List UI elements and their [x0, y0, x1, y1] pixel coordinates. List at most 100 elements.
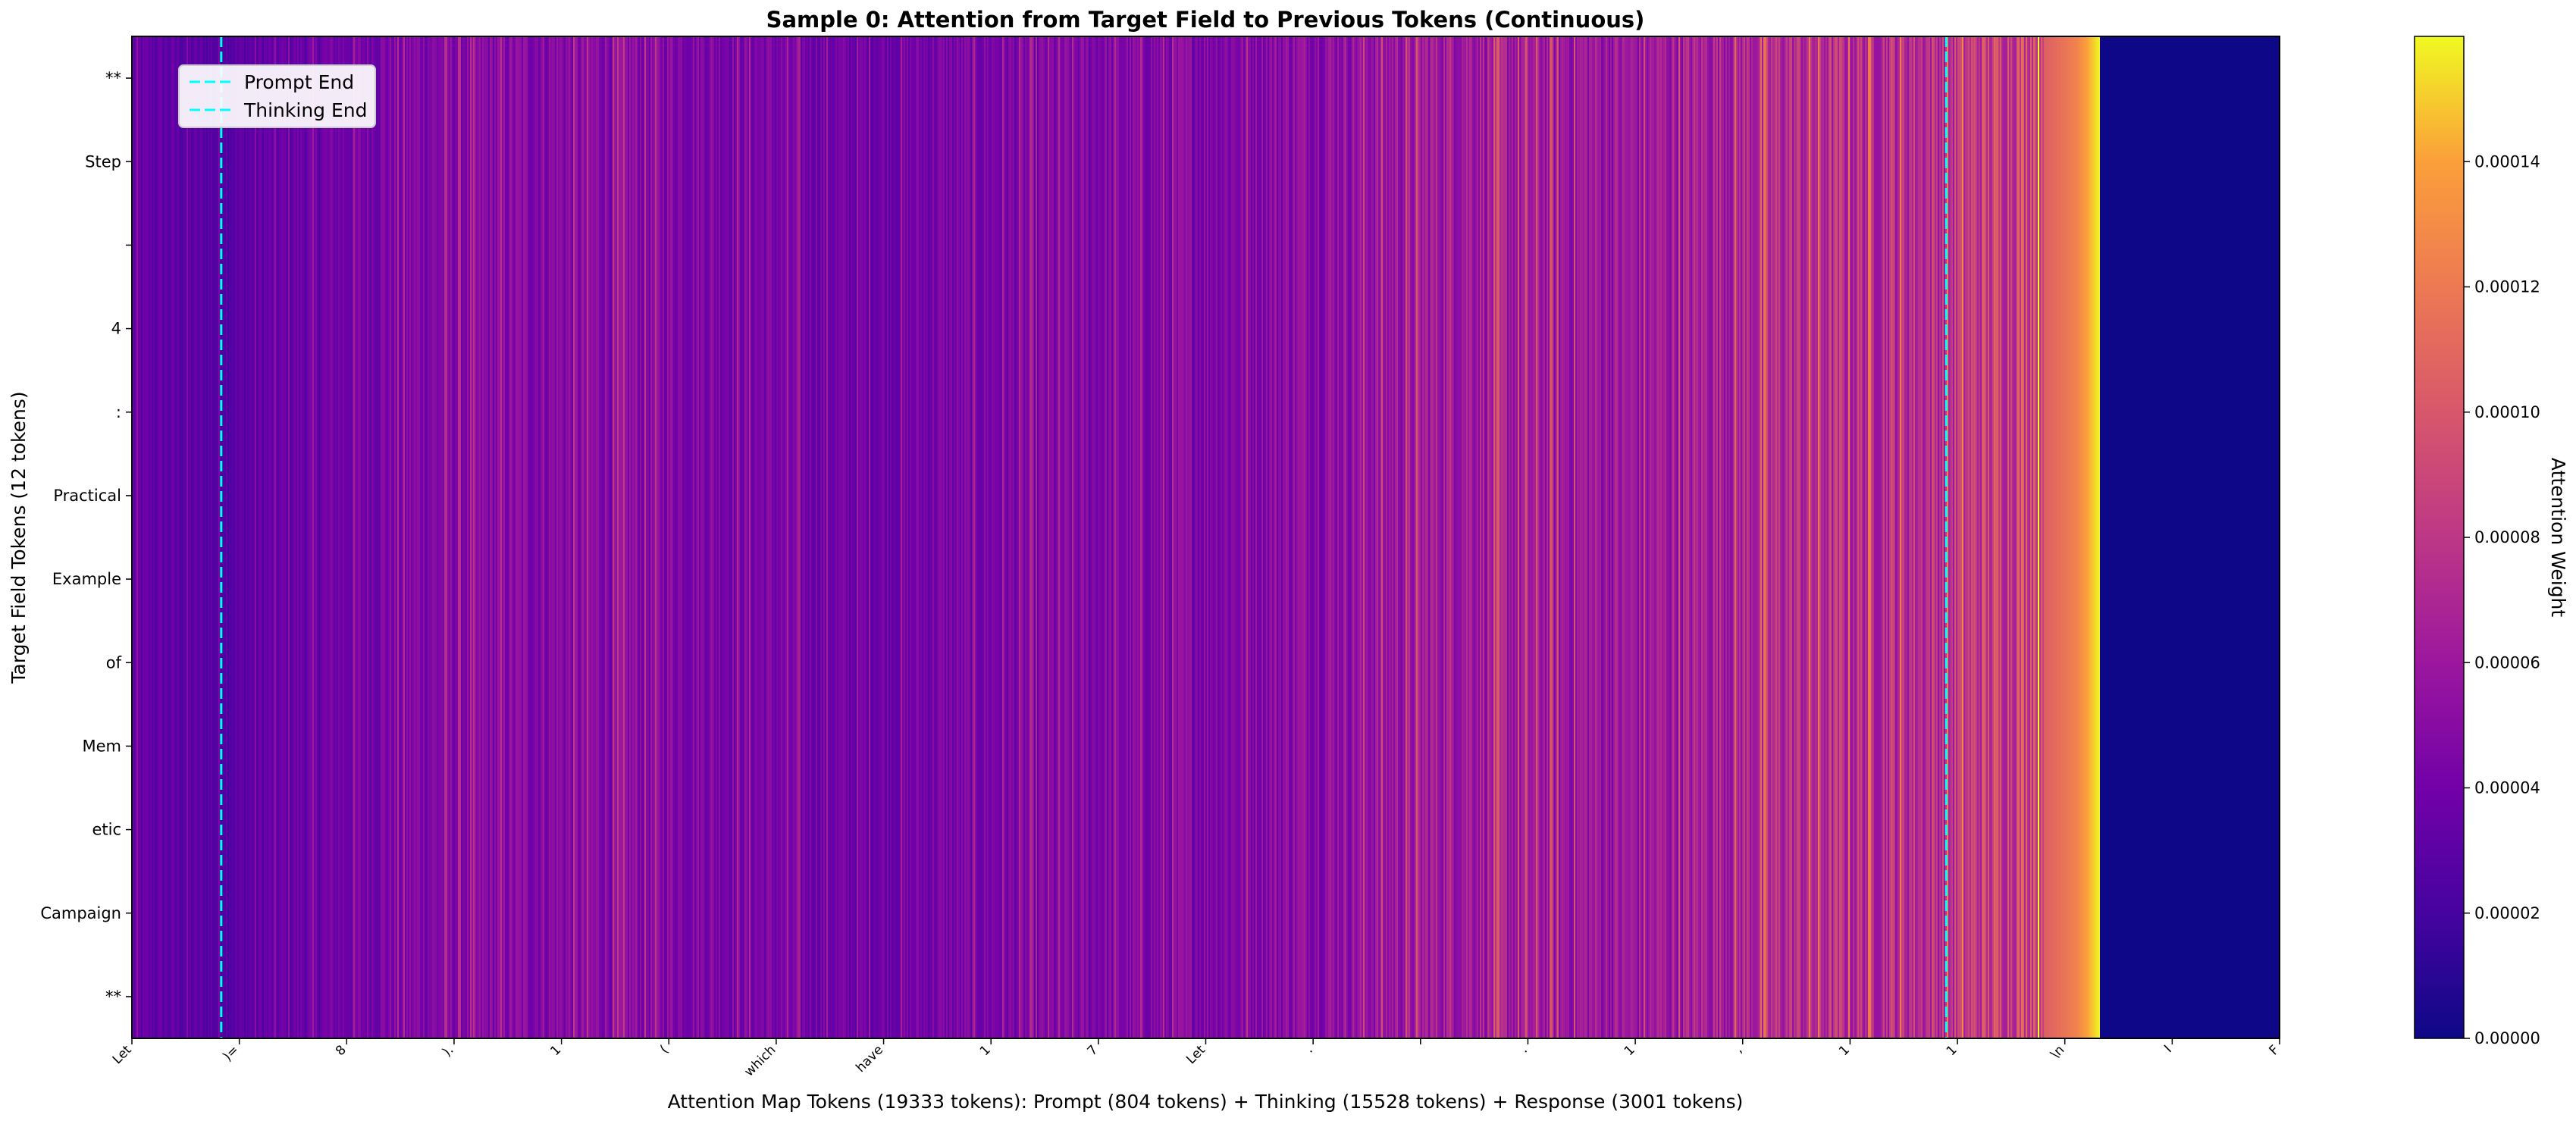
heat-column — [1889, 36, 1891, 1038]
heat-column — [1559, 36, 1561, 1038]
heat-column — [1912, 36, 1914, 1038]
heat-column — [923, 36, 926, 1038]
heat-column — [284, 36, 286, 1038]
heat-column — [256, 36, 259, 1038]
heat-column — [2217, 36, 2219, 1038]
heat-column — [823, 36, 826, 1038]
heat-column — [1592, 36, 1594, 1038]
heat-column — [644, 36, 647, 1038]
heat-column — [1107, 36, 1109, 1038]
heat-column — [1042, 36, 1044, 1038]
heat-column — [892, 36, 894, 1038]
heat-column — [1534, 36, 1537, 1038]
heat-column — [2188, 36, 2190, 1038]
heat-column — [403, 36, 406, 1038]
heat-column — [1997, 36, 1999, 1038]
heat-column — [1959, 36, 1961, 1038]
heat-column — [966, 36, 968, 1038]
heat-column — [2229, 36, 2231, 1038]
heat-column — [794, 36, 797, 1038]
heat-column — [2194, 36, 2196, 1038]
heat-column — [1618, 36, 1620, 1038]
heat-column — [1137, 36, 1139, 1038]
heat-column — [1475, 36, 1478, 1038]
heat-column — [1765, 36, 1767, 1038]
heat-column — [1155, 36, 1158, 1038]
heat-column — [1947, 36, 1949, 1038]
heat-column — [1377, 36, 1379, 1038]
heat-column — [2245, 36, 2248, 1038]
heat-column — [737, 36, 739, 1038]
heat-column — [976, 36, 979, 1038]
heat-column — [393, 36, 395, 1038]
heat-column — [2074, 36, 2076, 1038]
heat-column — [1245, 36, 1247, 1038]
heat-column — [2086, 36, 2089, 1038]
heat-column — [177, 36, 180, 1038]
heat-column — [975, 36, 977, 1038]
heat-column — [291, 36, 293, 1038]
heat-column — [887, 36, 889, 1038]
heat-column — [432, 36, 434, 1038]
heat-column — [2239, 36, 2242, 1038]
heat-column — [1416, 36, 1418, 1038]
heat-column — [250, 36, 252, 1038]
heat-column — [270, 36, 272, 1038]
heat-column — [1757, 36, 1760, 1038]
heat-column — [2123, 36, 2125, 1038]
heat-column — [1862, 36, 1864, 1038]
heat-column — [1806, 36, 1808, 1038]
heat-column — [2100, 36, 2102, 1038]
heat-column — [535, 36, 537, 1038]
heat-column — [1239, 36, 1241, 1038]
heat-column — [1845, 36, 1847, 1038]
heat-column — [1539, 36, 1541, 1038]
heat-column — [1496, 36, 1499, 1038]
heat-column — [649, 36, 651, 1038]
heat-column — [1036, 36, 1038, 1038]
heat-column — [1977, 36, 1979, 1038]
heat-column — [1439, 36, 1441, 1038]
heat-column — [872, 36, 874, 1038]
heat-column — [1143, 36, 1145, 1038]
x-tick-label: Let — [110, 1042, 135, 1067]
heat-column — [1336, 36, 1338, 1038]
heat-column — [679, 36, 682, 1038]
heat-column — [334, 36, 336, 1038]
heat-column — [1046, 36, 1048, 1038]
heat-column — [1704, 36, 1706, 1038]
heat-column — [1019, 36, 1021, 1038]
heat-column — [1662, 36, 1664, 1038]
heat-column — [1789, 36, 1791, 1038]
heat-column — [1654, 36, 1656, 1038]
heat-column — [332, 36, 334, 1038]
y-tick-label: Campaign — [40, 904, 121, 922]
heat-column — [603, 36, 606, 1038]
heat-column — [1037, 36, 1039, 1038]
heat-column — [841, 36, 844, 1038]
heat-column — [1478, 36, 1481, 1038]
x-tick-label: 1 — [1836, 1042, 1853, 1059]
heat-column — [2267, 36, 2269, 1038]
heat-column — [253, 36, 255, 1038]
heat-column — [412, 36, 415, 1038]
heat-column — [1630, 36, 1632, 1038]
heat-column — [1465, 36, 1467, 1038]
heat-column — [613, 36, 615, 1038]
heat-column — [388, 36, 390, 1038]
heat-column — [1628, 36, 1631, 1038]
heat-column — [2036, 36, 2039, 1038]
heat-column — [564, 36, 566, 1038]
heat-column — [1114, 36, 1117, 1038]
heat-column — [811, 36, 813, 1038]
heat-column — [791, 36, 794, 1038]
heat-column — [1812, 36, 1814, 1038]
heat-column — [582, 36, 584, 1038]
heat-column — [417, 36, 419, 1038]
heat-column — [1603, 36, 1605, 1038]
heat-column — [969, 36, 971, 1038]
heat-column — [1236, 36, 1238, 1038]
heat-column — [606, 36, 609, 1038]
heat-column — [1710, 36, 1713, 1038]
colorbar-tick-label: 0.00002 — [2474, 904, 2540, 922]
